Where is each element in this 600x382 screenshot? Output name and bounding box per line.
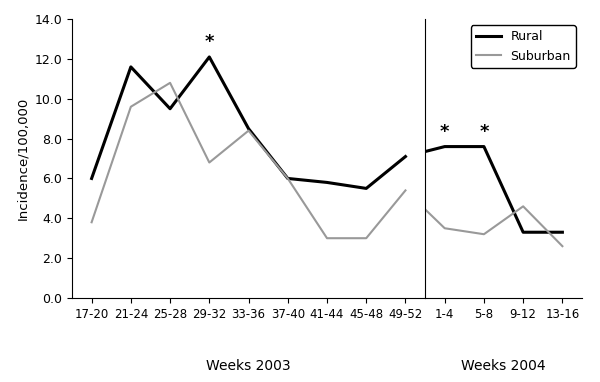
Text: *: *	[205, 33, 214, 51]
Text: Weeks 2003: Weeks 2003	[206, 359, 291, 373]
Legend: Rural, Suburban: Rural, Suburban	[470, 25, 576, 68]
Text: *: *	[440, 123, 449, 141]
Text: Weeks 2004: Weeks 2004	[461, 359, 546, 373]
Text: *: *	[479, 123, 488, 141]
Y-axis label: Incidence/100,000: Incidence/100,000	[16, 97, 29, 220]
